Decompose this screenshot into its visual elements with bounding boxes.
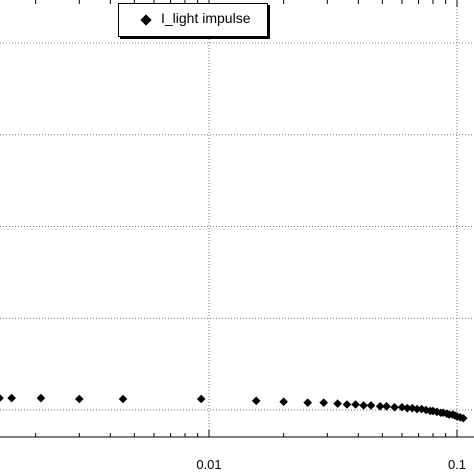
data-point: [118, 394, 128, 404]
data-point: [397, 402, 407, 412]
data-point: [75, 394, 84, 404]
data-point: [366, 401, 376, 410]
data-point: [196, 394, 206, 404]
data-point: [251, 396, 261, 406]
data-point: [36, 393, 46, 403]
data-point: [432, 407, 442, 417]
legend: I_light impulse: [118, 3, 268, 37]
data-point: [279, 397, 288, 407]
axes: [0, 0, 474, 438]
data-point: [402, 403, 412, 413]
legend-label: I_light impulse: [161, 10, 251, 26]
data-point: [319, 398, 328, 407]
data-point: [438, 408, 448, 418]
grid-lines: [0, 0, 474, 437]
data-point: [458, 413, 468, 423]
data-point: [390, 402, 399, 412]
data-point: [351, 400, 360, 409]
data-point: [359, 401, 368, 410]
data-point: [333, 399, 342, 408]
data-point: [303, 398, 312, 407]
data-point: [407, 403, 417, 413]
data-point: [7, 393, 16, 403]
data-point: [417, 404, 426, 414]
data-point: [382, 402, 391, 411]
data-point: [375, 402, 385, 411]
x-tick-label: 0.01: [196, 457, 221, 472]
data-point: [342, 400, 352, 409]
data-point: [428, 406, 438, 416]
x-tick-label: 0.1: [448, 457, 466, 472]
tick-labels: 0.01 0.1: [196, 457, 466, 472]
legend-diamond-icon: [140, 14, 152, 26]
data-point: [0, 394, 4, 402]
data-points: [0, 393, 468, 423]
data-point: [412, 404, 422, 414]
